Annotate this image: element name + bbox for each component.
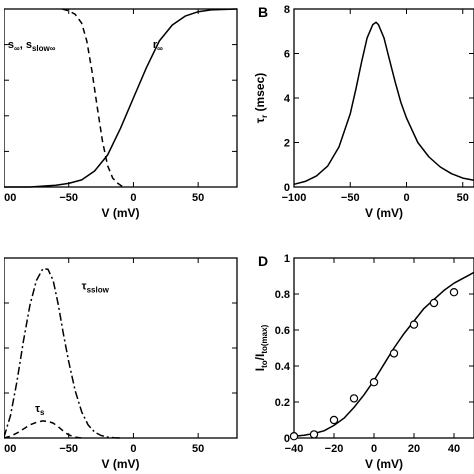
series-line-solid — [293, 21, 474, 186]
y-tick-label: 8 — [284, 4, 290, 16]
y-tick-label: 6 — [284, 49, 290, 61]
x-axis-label: V (mV) — [365, 206, 403, 220]
y-axis-label: τr (msec) — [253, 73, 269, 124]
panel-c: −100−5005001000200030004000V (mV)τsslowτ… — [0, 257, 238, 471]
data-point — [349, 394, 359, 403]
data-point — [429, 298, 439, 308]
x-axis-label: V (mV) — [365, 457, 403, 471]
y-tick-label: 1 — [284, 253, 290, 265]
series-line-solid — [4, 8, 238, 188]
crop-edge — [0, 0, 4, 474]
series-line-dashdot — [3, 268, 121, 439]
plot-frame — [293, 8, 474, 188]
data-point — [289, 432, 299, 441]
y-tick-label: 2 — [284, 138, 290, 150]
x-tick-label: −100 — [0, 443, 16, 455]
x-axis-label: V (mV) — [101, 206, 139, 220]
series-annotation: r∞ — [153, 39, 163, 53]
x-tick-label: 50 — [457, 192, 469, 204]
data-point — [329, 415, 339, 425]
panel-d: −40 −20 0 20 40 0 0.2 0.4 0.6 0.8 1 V (mV) Ito/Ito(m… — [253, 253, 474, 471]
y-tick-label: 0 — [284, 433, 290, 445]
y-tick-label: 0.6 — [275, 325, 290, 337]
x-tick-label: 0 — [130, 443, 136, 455]
x-tick-label: 40 — [448, 443, 460, 455]
series-annotation: s∞, sslow∞ — [8, 39, 56, 53]
series-line-dashed — [3, 420, 82, 439]
y-tick-label: 0 — [284, 182, 290, 194]
x-tick-label: 50 — [192, 192, 204, 204]
x-tick-label: 0 — [371, 443, 377, 455]
x-axis-label: V (mV) — [101, 457, 139, 471]
data-point — [389, 349, 399, 358]
panel-label: D — [258, 253, 268, 269]
plot-frame — [293, 257, 474, 439]
data-point — [409, 320, 419, 329]
x-tick-label: 0 — [403, 192, 409, 204]
data-point — [309, 430, 319, 439]
y-tick-label: 0.2 — [275, 397, 290, 409]
data-point — [369, 378, 379, 387]
x-tick-label: −50 — [341, 192, 360, 204]
x-tick-label: 50 — [192, 443, 204, 455]
x-tick-label: 20 — [408, 443, 420, 455]
plot-frame — [3, 8, 238, 188]
x-tick-label: −40 — [285, 443, 304, 455]
panel-b: −100 −50 0 50 0 2 4 6 8 V (mV) τr (msec) B — [253, 4, 474, 220]
x-tick-label: 0 — [130, 192, 136, 204]
data-point — [449, 288, 459, 297]
panel-a: −100−5005000.20.40.60.81V (mV)s∞, sslow∞… — [0, 8, 238, 220]
x-tick-label: −50 — [59, 192, 78, 204]
y-tick-label: 4 — [284, 93, 291, 105]
y-axis-label: Ito/Ito(max) — [253, 324, 269, 371]
series-annotation: τs — [35, 403, 45, 417]
y-tick-label: 0.8 — [275, 289, 290, 301]
x-tick-label: −50 — [59, 443, 78, 455]
series-annotation: τsslow — [82, 281, 110, 295]
y-tick-label: 0.4 — [275, 361, 291, 373]
series-line-dashed — [62, 8, 124, 188]
panel-label: B — [258, 4, 268, 20]
series-line-solid — [293, 271, 474, 437]
x-tick-label: −20 — [325, 443, 344, 455]
x-tick-label: −100 — [282, 192, 307, 204]
x-tick-label: −100 — [0, 192, 16, 204]
